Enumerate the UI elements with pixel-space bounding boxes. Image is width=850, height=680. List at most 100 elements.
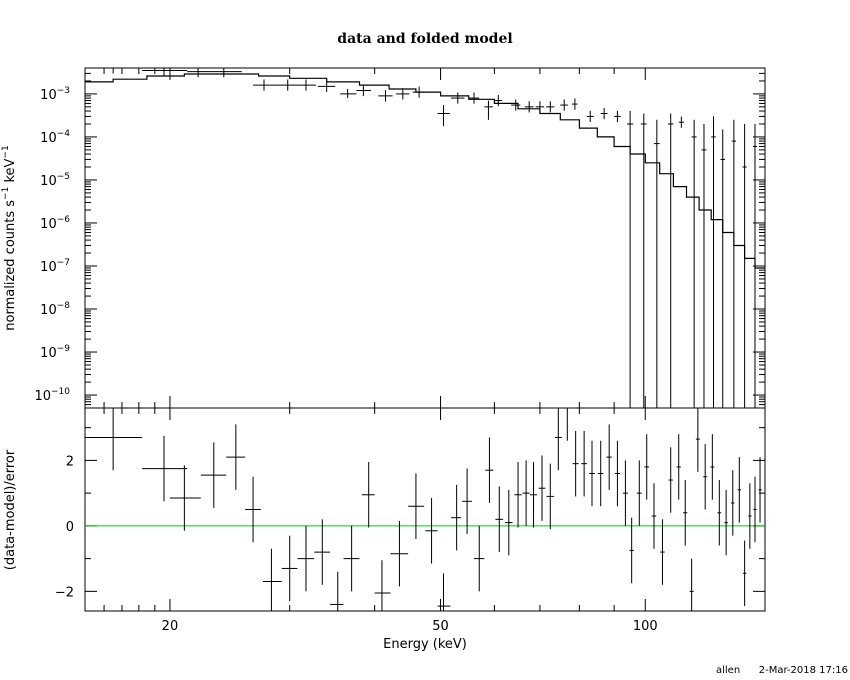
y-tick-label: 10−9: [40, 344, 70, 361]
residual-point: [660, 519, 665, 585]
data-point: [535, 101, 545, 113]
residual-point: [554, 408, 562, 471]
footer-timestamp: 2-Mar-2018 17:16: [759, 665, 848, 676]
y-tick-label: 10−5: [40, 172, 70, 189]
residual-point: [474, 525, 485, 592]
residual-point: [169, 465, 201, 531]
x-axis-label: Energy (keV): [383, 637, 467, 652]
data-point: [614, 110, 621, 123]
data-point: [640, 113, 647, 408]
y-tick-label: 10−8: [40, 301, 70, 318]
residual-point: [622, 460, 628, 526]
upper-ytick-labels: 10−3 10−4 10−5 10−6 10−7 10−8 10−9 10−10: [34, 86, 70, 404]
residual-point: [462, 468, 472, 535]
residual-point: [668, 447, 673, 513]
footer-user: allen: [716, 665, 740, 676]
upper-ticks: [84, 67, 765, 408]
data-point: [720, 129, 726, 408]
data-point: [437, 105, 450, 126]
residual-point: [581, 430, 588, 497]
lower-xtick-labels: 20 50 100: [162, 619, 658, 634]
data-point: [317, 80, 336, 92]
residual-point: [606, 424, 612, 490]
data-point: [571, 98, 578, 110]
residual-point: [589, 440, 595, 507]
residual-point: [85, 408, 143, 471]
data-point: [678, 116, 684, 128]
residual-point: [703, 444, 708, 510]
residual-point: [408, 473, 425, 539]
y-tick-label: −2: [55, 585, 74, 600]
data-point: [731, 119, 737, 408]
data-point: [691, 119, 697, 408]
residual-point: [748, 483, 752, 549]
data-point: [85, 67, 143, 74]
residual-point: [142, 435, 188, 502]
residual-point: [753, 476, 757, 543]
residual-point: [695, 408, 700, 472]
residual-point: [636, 460, 642, 526]
data-point: [711, 116, 716, 408]
y-tick-label: 10−10: [34, 387, 70, 404]
residual-point: [437, 573, 451, 611]
residual-point: [200, 442, 227, 508]
data-point: [297, 79, 317, 91]
data-point: [396, 88, 410, 100]
residual-points: [85, 407, 762, 611]
residual-point: [546, 463, 554, 530]
residual-point: [758, 457, 762, 523]
residual-point: [226, 424, 246, 490]
residual-point: [451, 484, 462, 551]
data-point: [626, 111, 634, 408]
data-point: [253, 79, 278, 91]
residual-point: [717, 480, 722, 546]
y-tick-label: 2: [66, 454, 74, 469]
data-point: [586, 110, 594, 123]
residual-point: [495, 486, 504, 553]
data-point: [546, 101, 555, 113]
residual-point: [297, 525, 315, 592]
data-point: [451, 92, 465, 104]
residual-point: [737, 457, 742, 523]
residual-point: [425, 498, 438, 564]
data-point: [667, 113, 674, 408]
data-point: [560, 99, 569, 111]
residual-point: [742, 540, 747, 607]
data-point: [277, 79, 298, 91]
lower-plot-frame: [84, 407, 766, 612]
residual-point: [572, 430, 579, 497]
x-tick-label: 20: [162, 619, 179, 634]
residual-point: [689, 558, 694, 611]
data-point: [484, 100, 493, 120]
residual-point: [683, 480, 688, 546]
data-point: [211, 68, 242, 78]
data-point: [742, 123, 747, 408]
data-point: [511, 99, 521, 111]
residual-point: [485, 437, 494, 503]
residual-point: [514, 462, 522, 528]
chart-title: data and folded model: [337, 31, 512, 47]
residual-point: [245, 476, 261, 543]
upper-plot-frame: [84, 67, 766, 409]
model-step-line: [85, 73, 765, 269]
data-point: [187, 68, 212, 78]
y-tick-label: 10−7: [40, 258, 70, 275]
x-tick-label: 100: [633, 619, 658, 634]
y-tick-label: 10−6: [40, 215, 70, 232]
residual-point: [314, 519, 331, 585]
upper-y-axis-label: normalized counts s−1 keV−1: [1, 145, 18, 330]
data-point: [494, 94, 503, 107]
y-tick-label: 0: [66, 520, 74, 535]
residual-point: [644, 434, 650, 500]
residual-point: [374, 560, 391, 611]
data-point: [378, 90, 393, 102]
residual-point: [731, 470, 735, 536]
residual-point: [361, 462, 375, 528]
residual-point: [522, 460, 530, 526]
residual-point: [614, 440, 620, 507]
lower-y-axis-label: (data-model)/error: [3, 449, 18, 570]
data-point: [752, 123, 758, 408]
upper-panel: 10−3 10−4 10−5 10−6 10−7 10−8 10−9 10−10 normal…: [1, 67, 766, 409]
y-tick-label: 10−3: [40, 86, 70, 103]
data-points: [85, 67, 758, 408]
